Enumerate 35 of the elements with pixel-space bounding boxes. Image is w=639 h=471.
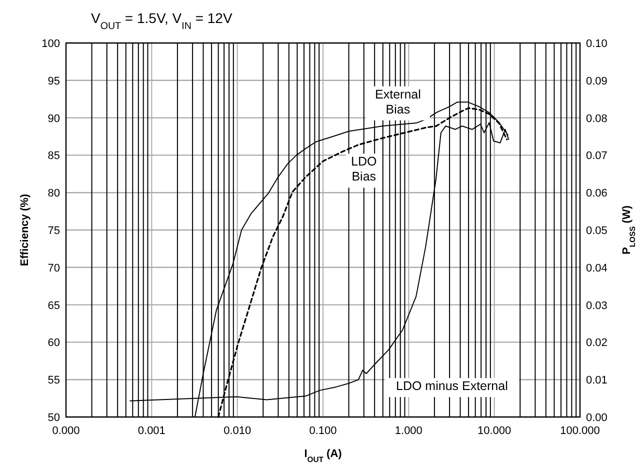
y2-tick-label: 0.07 xyxy=(586,150,608,162)
x-tick-label: 100.000 xyxy=(560,425,600,437)
y-tick-label: 80 xyxy=(48,188,60,200)
y2-tick-label: 0.04 xyxy=(586,262,608,274)
series-label: External Bias xyxy=(375,87,421,116)
y-tick-label: 65 xyxy=(48,300,60,312)
y2-tick-label: 0.03 xyxy=(586,300,608,312)
y2-tick-label: 0.09 xyxy=(586,75,608,88)
y-tick-label: 100 xyxy=(42,38,60,50)
y-axis-title: Efficiency (%) xyxy=(19,194,31,266)
y2-tick-label: 0.05 xyxy=(586,225,608,237)
x-tick-label: 0.010 xyxy=(224,425,252,437)
y-tick-label: 60 xyxy=(48,337,60,350)
chart-title: V$_{OUT}$ = 1.5V, V$_{IN}$ = 12V xyxy=(91,10,233,32)
y-tick-label: 90 xyxy=(48,112,60,125)
x-tick-label: 1.000 xyxy=(394,425,422,437)
y-tick-label: 50 xyxy=(48,412,60,424)
x-tick-label: 0.000 xyxy=(52,425,80,437)
series-label: LDO Bias xyxy=(351,154,377,184)
y2-tick-label: 0.06 xyxy=(586,188,608,200)
x-tick-label: 10.000 xyxy=(478,425,512,437)
y2-tick-label: 0.01 xyxy=(586,374,608,387)
y2-tick-label: 0.00 xyxy=(586,412,608,424)
x-tick-label: 0.100 xyxy=(309,425,337,437)
x-axis-title: I$_{OUT}$ (A) xyxy=(304,448,342,464)
y-tick-label: 55 xyxy=(48,374,60,387)
y-tick-label: 75 xyxy=(48,225,60,237)
y2-tick-label: 0.08 xyxy=(586,112,608,125)
y2-tick-label: 0.10 xyxy=(586,38,608,50)
y-tick-label: 70 xyxy=(48,262,60,274)
y-tick-label: 95 xyxy=(48,75,60,88)
text: LDO minus External xyxy=(396,379,508,394)
x-tick-label: 0.001 xyxy=(138,425,166,437)
y2-tick-label: 0.02 xyxy=(586,337,608,350)
y-tick-label: 85 xyxy=(48,150,60,162)
